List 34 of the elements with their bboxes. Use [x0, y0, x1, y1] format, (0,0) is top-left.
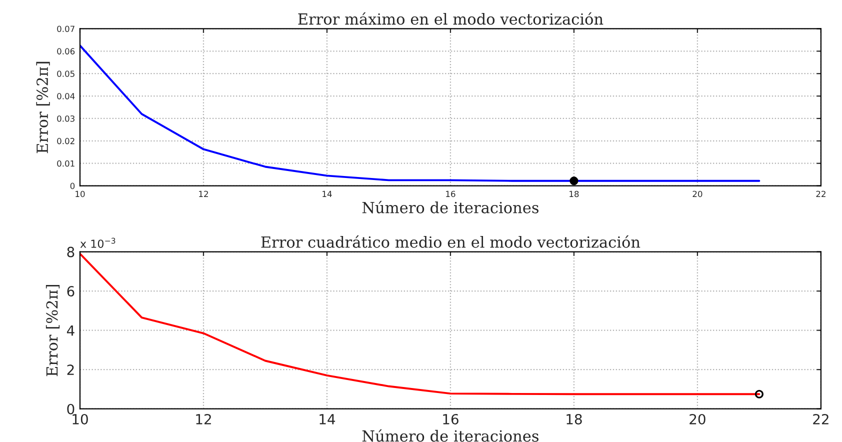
x-tick-label: 20 — [690, 414, 706, 424]
x-tick-label: 18 — [570, 190, 579, 198]
x-tick-label: 16 — [443, 414, 458, 424]
y-tick-label: 0.03 — [57, 115, 74, 122]
x-tick-label: 10 — [76, 190, 85, 198]
y-tick-label: 0.07 — [57, 26, 74, 32]
y-tick-label: 2 — [67, 364, 74, 375]
x-tick-label: 22 — [813, 414, 828, 424]
x-axis-title: Número de iteraciones — [362, 429, 538, 442]
y-tick-label: 0.05 — [57, 70, 74, 77]
x-tick-label: 12 — [196, 414, 211, 424]
x-tick-label: 18 — [566, 414, 582, 424]
x-axis-title: Número de iteraciones — [362, 200, 538, 214]
y-tick-label: 4 — [66, 325, 74, 336]
y-tick-label: 6 — [67, 286, 74, 297]
y-tick-label: 8 — [67, 246, 74, 258]
y-axis-title: Error [%2π] — [36, 62, 50, 154]
y-tick-label: 0.01 — [57, 160, 74, 167]
x-tick-label: 14 — [320, 414, 336, 424]
x-tick-label: 12 — [199, 190, 208, 197]
x-tick-label: 16 — [446, 190, 456, 198]
chart-title: Error máximo en el modo vectorización — [298, 12, 604, 25]
x-tick-label: 10 — [72, 414, 88, 424]
text: x 10$^{−3}$ — [80, 238, 116, 248]
x-tick-label: 20 — [692, 190, 702, 198]
x-tick-label: 22 — [816, 190, 826, 197]
y-tick-label: 0 — [67, 404, 74, 414]
y-axis-title: Error [%2π] — [46, 284, 60, 376]
y-tick-label: 0 — [70, 182, 75, 190]
y-tick-label: 0.04 — [57, 93, 75, 100]
y-tick-label: 0.06 — [57, 48, 75, 54]
chart-title: Error cuadrático medio en el modo vectorización — [261, 235, 640, 248]
y-tick-label: 0.02 — [57, 138, 74, 144]
x-tick-label: 14 — [322, 190, 332, 197]
